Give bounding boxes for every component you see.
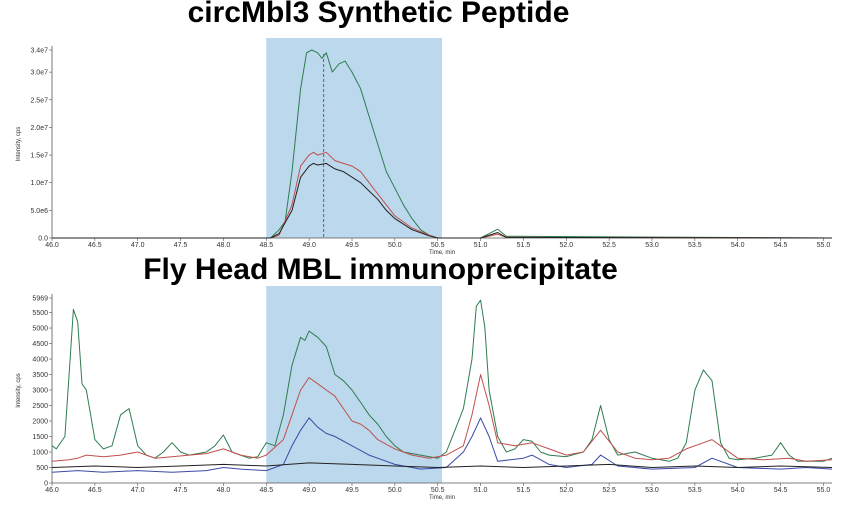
y-tick-label: 3000 [32, 388, 48, 395]
chart-panel-bottom: 46.0 46.5 47.0 47.5 48.0 48.5 49.0 49.5 50.0 50.5… [16, 286, 833, 501]
chart-title-top: circMbl3 Synthetic Peptide [187, 0, 570, 29]
x-tick-label: 48.0 [217, 242, 231, 249]
x-tick-label: 54.5 [774, 242, 788, 249]
chart-panel-top: 46.0 46.5 47.0 47.5 48.0 48.5 49.0 49.5 50.0 50.5… [16, 38, 833, 256]
x-tick-label: 54.0 [731, 242, 745, 249]
y-tick-label: 2.5e7 [30, 97, 48, 104]
series-line-black [52, 162, 833, 239]
y-tick-label: 2.0e7 [30, 125, 48, 132]
y-tick-label: 1.5e7 [30, 153, 48, 160]
y-tick-label: 1500 [32, 434, 48, 441]
y-tick-label: 3.0e7 [30, 70, 48, 77]
y-tick-label: 2000 [32, 419, 48, 426]
x-tick-label: 52.5 [602, 487, 616, 494]
x-tick-label: 48.5 [259, 242, 273, 249]
y-tick-label: 2500 [32, 403, 48, 410]
x-tick-label: 46.0 [45, 487, 59, 494]
y-tick-label: 3.4e7 [30, 48, 48, 55]
y-axis-title: Intensity, cps [16, 127, 22, 162]
highlight-region [266, 286, 442, 483]
y-tick-label: 5000 [32, 326, 48, 333]
x-tick-label: 49.0 [302, 242, 316, 249]
x-tick-label: 46.5 [88, 487, 102, 494]
x-tick-label: 51.5 [517, 242, 531, 249]
x-tick-label: 51.0 [474, 487, 488, 494]
x-tick-label: 47.5 [174, 242, 188, 249]
y-tick-label: 0.0 [38, 236, 48, 243]
x-tick-label: 50.5 [431, 242, 445, 249]
y-tick-label: 1.0e7 [30, 180, 48, 187]
x-tick-label: 55.0 [817, 487, 831, 494]
series-line-blue [51, 417, 833, 473]
x-tick-label: 53.5 [688, 242, 702, 249]
x-tick-label: 46.5 [88, 242, 102, 249]
y-tick-label: 3500 [32, 372, 48, 379]
x-tick-label: 50.5 [431, 487, 445, 494]
x-tick-label: 47.5 [174, 487, 188, 494]
x-tick-label: 51.0 [474, 242, 488, 249]
x-tick-label: 51.5 [517, 487, 531, 494]
x-axis-title: Time, min [429, 250, 455, 256]
series-line-red [51, 374, 833, 462]
x-tick-label: 55.0 [817, 242, 831, 249]
x-tick-label: 53.0 [645, 487, 659, 494]
y-tick-label: 4500 [32, 341, 48, 348]
x-tick-label: 47.0 [131, 242, 145, 249]
x-tick-label: 52.5 [602, 242, 616, 249]
x-axis-title: Time, min [429, 495, 455, 501]
x-tick-label: 50.0 [388, 242, 402, 249]
y-tick-label: 500 [36, 465, 48, 472]
x-tick-label: 52.0 [559, 242, 573, 249]
y-axis-title: Intensity, cps [16, 373, 22, 408]
x-tick-label: 46.0 [45, 242, 59, 249]
series-line-black [51, 462, 833, 468]
x-tick-label: 47.0 [131, 487, 145, 494]
y-tick-label: 1000 [32, 450, 48, 457]
x-tick-label: 52.0 [559, 487, 573, 494]
y-tick-label: 4000 [32, 357, 48, 364]
x-tick-label: 53.0 [645, 242, 659, 249]
x-tick-label: 54.5 [774, 487, 788, 494]
x-tick-label: 49.0 [302, 487, 316, 494]
y-tick-label: 0 [44, 481, 48, 488]
x-tick-label: 53.5 [688, 487, 702, 494]
x-tick-label: 48.5 [259, 487, 273, 494]
x-tick-label: 49.5 [345, 487, 359, 494]
x-tick-label: 54.0 [731, 487, 745, 494]
y-tick-label: 5969 [32, 296, 48, 303]
x-tick-label: 48.0 [217, 487, 231, 494]
y-tick-label: 5.0e6 [30, 208, 48, 215]
chart-title-bottom: Fly Head MBL immunoprecipitate [143, 253, 618, 286]
x-tick-label: 49.5 [345, 242, 359, 249]
y-tick-label: 5500 [32, 310, 48, 317]
x-tick-label: 50.0 [388, 487, 402, 494]
